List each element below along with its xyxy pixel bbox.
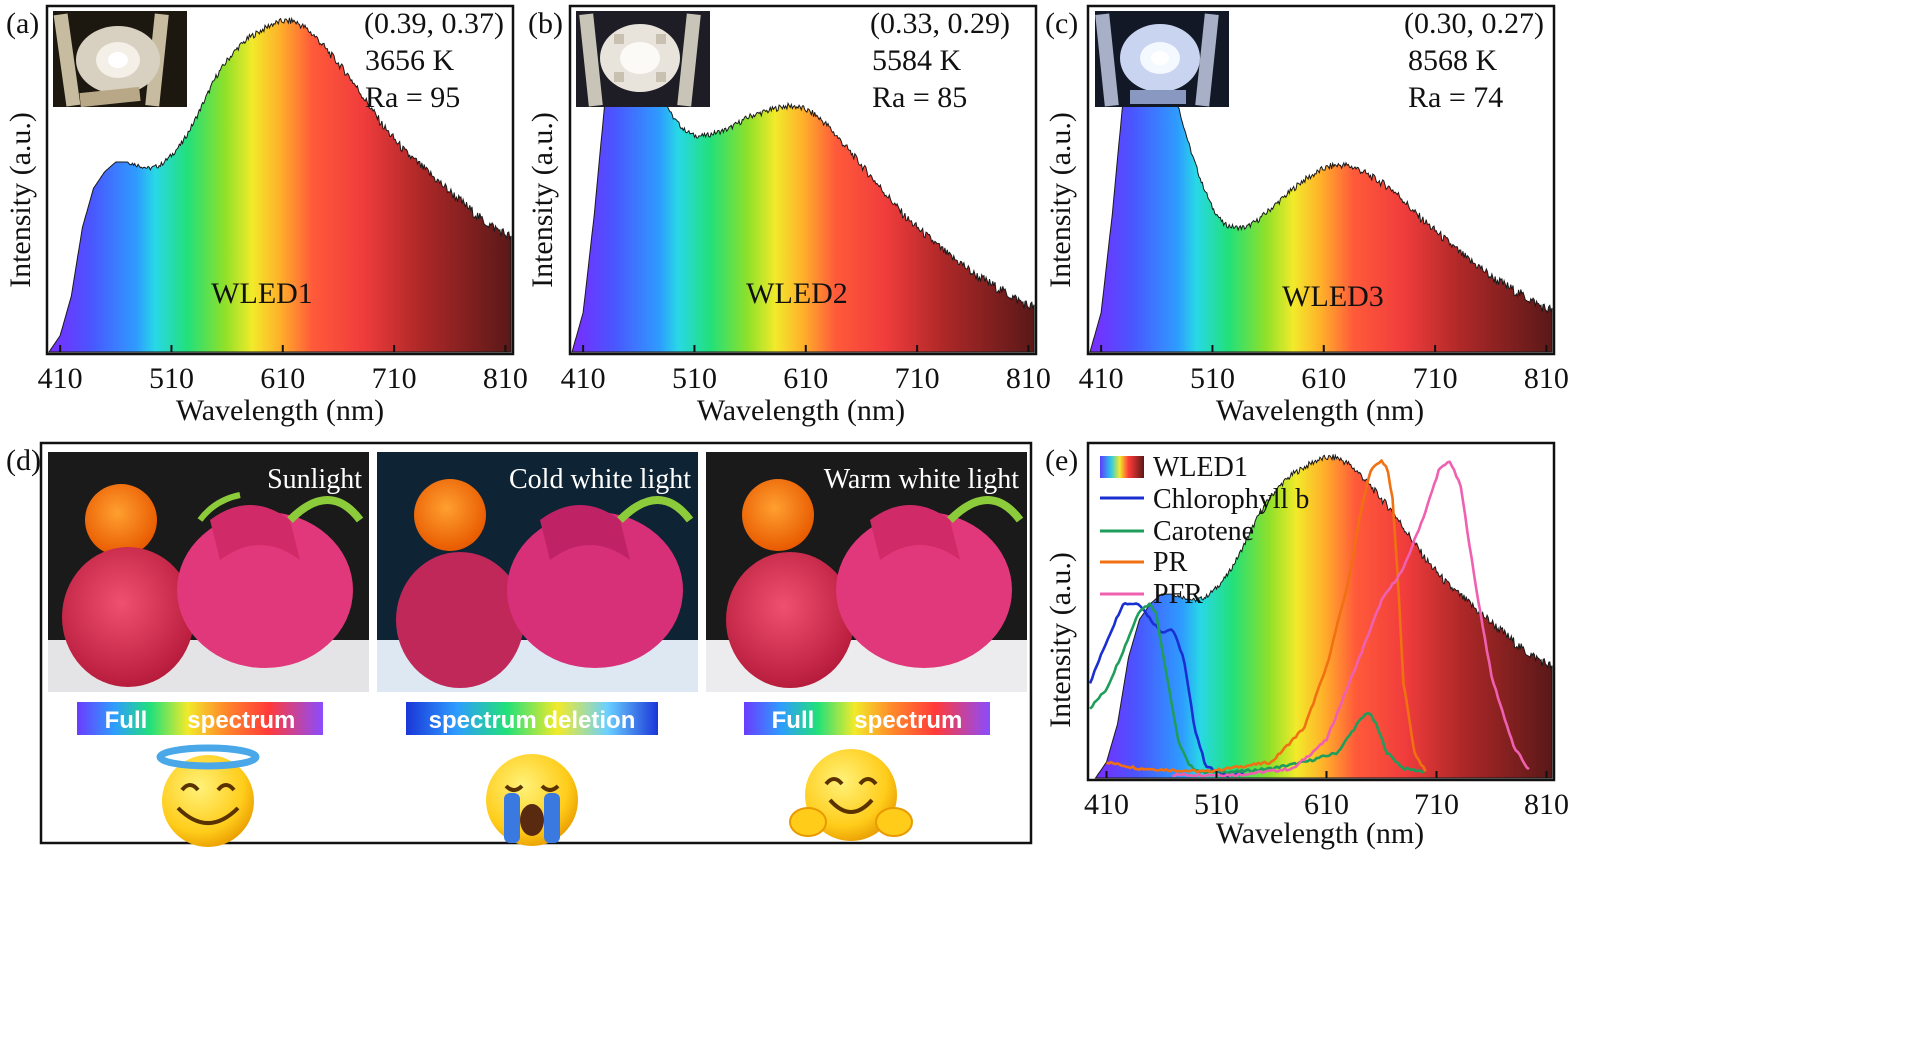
cct-b: 5584 K bbox=[872, 44, 962, 77]
y-axis-label-a: Intensity (a.u.) bbox=[4, 112, 37, 288]
cct-c: 8568 K bbox=[1408, 44, 1498, 77]
absorption-lines-e bbox=[1088, 459, 1530, 778]
legend-label-carotene: Carotene bbox=[1153, 516, 1254, 547]
x-tick-label: 410 bbox=[1079, 362, 1124, 395]
wled1-area-e bbox=[1094, 453, 1553, 779]
panel-e: (e) 410 510 610 710 810 Wavelength (nm) Inte… bbox=[1044, 441, 1569, 850]
chromaticity-coords-c: (0.30, 0.27) bbox=[1404, 7, 1544, 40]
x-ticks-e: 410 510 610 710 810 bbox=[1084, 771, 1569, 821]
x-tick-label: 710 bbox=[1413, 362, 1458, 395]
panel-a: (a) 410 510 610 710 810 Wavelength (nm) Inte… bbox=[4, 4, 528, 427]
x-tick-label: 610 bbox=[783, 362, 828, 395]
x-ticks-a: 410 510 610 710 810 bbox=[38, 345, 528, 395]
plot-frame-c bbox=[1086, 4, 1556, 356]
spectrum-bar-label-2: spectrum deletion bbox=[429, 707, 636, 734]
x-tick-label: 710 bbox=[372, 362, 417, 395]
panel-label-c: (c) bbox=[1045, 7, 1078, 40]
x-tick-label: 810 bbox=[1524, 788, 1569, 821]
photo-cold-white: Cold white light bbox=[377, 452, 698, 692]
x-tick-label: 610 bbox=[1301, 362, 1346, 395]
ra-c: Ra = 74 bbox=[1408, 81, 1503, 114]
x-tick-label: 410 bbox=[38, 362, 83, 395]
series-line-pfr bbox=[1172, 460, 1530, 778]
x-axis-label-a: Wavelength (nm) bbox=[176, 394, 384, 427]
plot-frame-b bbox=[568, 4, 1038, 356]
x-tick-label: 610 bbox=[1304, 788, 1349, 821]
photo-caption-sunlight: Sunlight bbox=[267, 464, 362, 495]
x-tick-label: 710 bbox=[1414, 788, 1459, 821]
photo-caption-warm-white: Warm white light bbox=[824, 464, 1019, 495]
legend-e: WLED1 Chlorophyll b Carotene PR PFR bbox=[1100, 452, 1309, 610]
spectrum-area-a bbox=[48, 16, 512, 353]
chromaticity-coords-b: (0.33, 0.29) bbox=[870, 7, 1010, 40]
legend-label-wled1: WLED1 bbox=[1153, 452, 1248, 483]
x-axis-label-e: Wavelength (nm) bbox=[1216, 817, 1424, 850]
panel-label-d: (d) bbox=[6, 444, 41, 477]
x-axis-label-b: Wavelength (nm) bbox=[697, 394, 905, 427]
legend-label-chlorophyll-b: Chlorophyll b bbox=[1153, 484, 1309, 515]
spectrum-series-wled1-e bbox=[1094, 453, 1553, 779]
x-ticks-c: 410 510 610 710 810 bbox=[1079, 345, 1569, 395]
spectrum-bar-deletion bbox=[406, 702, 658, 735]
spectrum-bar-full-1 bbox=[77, 702, 323, 735]
ra-b: Ra = 85 bbox=[872, 81, 967, 114]
x-axis-label-c: Wavelength (nm) bbox=[1216, 394, 1424, 427]
x-tick-label: 410 bbox=[561, 362, 606, 395]
cct-a: 3656 K bbox=[365, 44, 455, 77]
panel-d: (d) Sunlight Cold white light bbox=[6, 441, 1033, 847]
series-line-pr bbox=[1106, 459, 1427, 774]
x-tick-label: 810 bbox=[1006, 362, 1051, 395]
halo-smile-emoji bbox=[156, 744, 260, 847]
crying-face-emoji bbox=[486, 754, 578, 846]
led-photo-b bbox=[576, 11, 710, 107]
photo-sunlight: Sunlight bbox=[48, 452, 369, 692]
led-photo-a bbox=[53, 11, 187, 108]
x-tick-label: 510 bbox=[672, 362, 717, 395]
x-tick-label: 810 bbox=[1524, 362, 1569, 395]
series-label-wled1: WLED1 bbox=[211, 277, 313, 310]
x-tick-label: 610 bbox=[260, 362, 305, 395]
series-line-carotene bbox=[1089, 602, 1425, 775]
x-tick-label: 410 bbox=[1084, 788, 1129, 821]
panel-c: (c) 410 510 610 710 810 Wavelength (nm) Inte… bbox=[1044, 4, 1569, 427]
legend-label-pfr: PFR bbox=[1153, 579, 1203, 610]
spectrum-bar-label-1: Full spectrum bbox=[105, 707, 296, 734]
panel-label-b: (b) bbox=[528, 7, 563, 40]
panel-label-e: (e) bbox=[1045, 444, 1078, 477]
x-tick-label: 510 bbox=[1194, 788, 1239, 821]
panel-label-a: (a) bbox=[6, 7, 39, 40]
series-label-wled3: WLED3 bbox=[1282, 280, 1384, 313]
legend-swatch-wled1 bbox=[1100, 456, 1144, 478]
spectrum-series-wled1 bbox=[48, 16, 512, 353]
x-ticks-b: 410 510 610 710 810 bbox=[561, 345, 1051, 395]
led-photo-c bbox=[1095, 11, 1229, 107]
y-axis-label-c: Intensity (a.u.) bbox=[1044, 112, 1077, 288]
x-tick-label: 810 bbox=[483, 362, 528, 395]
hugging-face-emoji bbox=[789, 749, 913, 841]
spectrum-bar-label-3: Full spectrum bbox=[772, 707, 963, 734]
ra-a: Ra = 95 bbox=[365, 81, 460, 114]
y-axis-label-e: Intensity (a.u.) bbox=[1044, 552, 1077, 728]
y-axis-label-b: Intensity (a.u.) bbox=[526, 112, 559, 288]
chromaticity-coords-a: (0.39, 0.37) bbox=[364, 7, 504, 40]
x-tick-label: 710 bbox=[895, 362, 940, 395]
x-tick-label: 510 bbox=[1190, 362, 1235, 395]
photo-caption-cold-white: Cold white light bbox=[509, 464, 691, 495]
plot-frame-e bbox=[1086, 441, 1556, 782]
legend-label-pr: PR bbox=[1153, 547, 1188, 578]
series-label-wled2: WLED2 bbox=[746, 277, 848, 310]
plot-frame-a bbox=[45, 4, 515, 356]
x-tick-label: 510 bbox=[149, 362, 194, 395]
panel-b: (b) 410 510 610 710 810 Wavelength (nm) Inte… bbox=[526, 4, 1051, 427]
spectrum-bar-full-2 bbox=[744, 702, 990, 735]
photo-warm-white: Warm white light bbox=[706, 452, 1027, 692]
